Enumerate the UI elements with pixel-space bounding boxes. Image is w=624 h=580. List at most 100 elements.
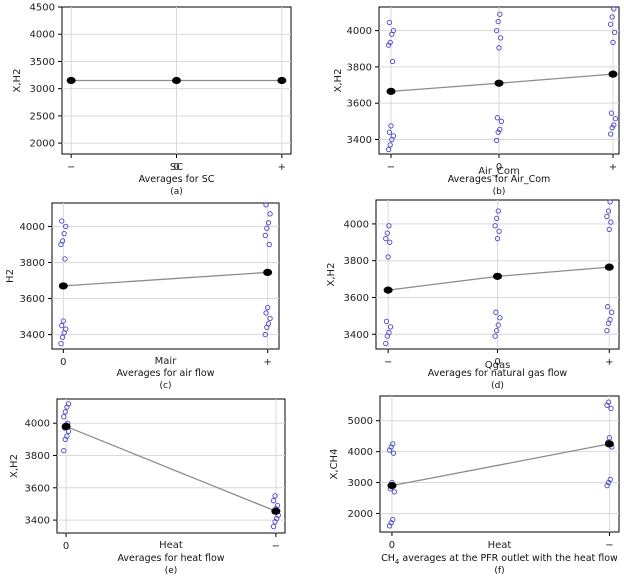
mean-point (383, 286, 393, 294)
mean-point (387, 482, 397, 490)
observation-point (265, 220, 272, 226)
plot-area (51, 202, 280, 350)
observation-point (494, 115, 501, 121)
observation-point (63, 326, 69, 332)
observation-point (607, 316, 613, 323)
mean-point (61, 422, 71, 431)
observation-point (610, 39, 616, 46)
observation-point (497, 126, 503, 133)
x-axis-title: Mair (155, 356, 178, 367)
x-tick-label: 0 (63, 541, 69, 552)
observation-point (494, 215, 500, 222)
x-tick-label: − (272, 541, 280, 552)
mean-point (386, 87, 396, 95)
y-tick-label: 3800 (344, 256, 369, 267)
caption-formula: CH (381, 553, 395, 564)
x-axis-title: Heat (159, 540, 183, 551)
mean-trend-line (65, 425, 277, 512)
observation-point (605, 304, 611, 310)
chart-caption: Averages for SC (139, 174, 215, 185)
observation-point (384, 230, 390, 236)
x-tick-label: + (278, 162, 286, 173)
observation-point (391, 489, 397, 495)
y-axis-title: X,H2 (326, 263, 337, 287)
observation-point (606, 435, 613, 441)
observation-point (61, 414, 67, 420)
observation-point (59, 334, 66, 340)
y-axis-title: X,H2 (333, 69, 344, 93)
panel-label: (c) (160, 381, 172, 391)
observation-point (63, 223, 69, 230)
y-tick-label: 4000 (348, 447, 373, 458)
observation-point (497, 11, 503, 17)
observation-point (612, 115, 619, 122)
x-tick-label: 0 (60, 357, 66, 368)
mean-point (604, 263, 614, 271)
observation-point (58, 340, 64, 347)
observation-point (388, 123, 394, 129)
observation-point (493, 309, 499, 315)
y-tick-label: 3800 (347, 62, 372, 73)
mean-point (493, 272, 502, 280)
x-tick-label: + (605, 357, 613, 368)
y-axis-title: H2 (5, 269, 16, 283)
y-axis-title: X,H2 (9, 454, 20, 478)
y-tick-label: 3600 (20, 294, 45, 305)
observation-point (607, 131, 614, 137)
chart-panel-a: 2000 2500 3000 3500 4000 4500 − 0 + X,H2 SCAverage… (12, 3, 292, 197)
observation-point (60, 318, 66, 324)
mean-point (172, 76, 181, 85)
observation-point (495, 208, 501, 214)
chart-caption: Averages for heat flow (117, 553, 224, 564)
x-tick-label: − (384, 357, 392, 368)
observation-point (267, 315, 273, 322)
observation-point (494, 327, 500, 334)
observation-point (609, 14, 615, 20)
x-tick-label: 0 (173, 162, 179, 173)
observation-point (608, 405, 614, 412)
mean-point (604, 440, 614, 448)
y-tick-label: 3400 (25, 516, 50, 527)
observation-point (385, 146, 392, 153)
y-tick-label: 2000 (348, 509, 373, 520)
observation-point (264, 304, 271, 311)
observation-point (263, 310, 269, 316)
observation-point (383, 340, 389, 347)
observation-point (604, 213, 610, 220)
y-tick-label: 3500 (30, 57, 55, 68)
x-tick-label: + (263, 357, 271, 368)
observation-point (607, 21, 614, 27)
observation-point (264, 225, 270, 231)
observation-point (604, 327, 610, 334)
observation-point (495, 18, 501, 25)
panel-label: (f) (494, 566, 504, 576)
y-tick-label: 3400 (344, 330, 369, 341)
mean-point (608, 70, 618, 78)
caption-subscript: 4 (395, 558, 400, 566)
panel-label: (e) (165, 566, 178, 576)
observation-point (611, 122, 617, 128)
observation-point (266, 241, 272, 248)
y-tick-label: 3000 (348, 478, 373, 489)
observation-point (61, 230, 67, 237)
observation-point (609, 125, 615, 131)
observation-point (64, 433, 70, 439)
y-tick-label: 4500 (30, 3, 55, 14)
mean-point (271, 507, 281, 515)
chart-caption: Averages for air flow (116, 368, 214, 379)
observation-point (383, 235, 389, 242)
mean-point (263, 268, 273, 276)
observation-point (495, 129, 501, 135)
x-tick-label: 0 (496, 162, 502, 173)
caption-text: averages at the PFR outlet with the heat… (399, 553, 618, 564)
observation-point (386, 329, 392, 336)
y-tick-label: 4000 (20, 222, 45, 233)
x-tick-label: 0 (389, 540, 395, 551)
observation-point (387, 39, 393, 46)
observation-point (498, 118, 505, 124)
observation-point (609, 309, 615, 315)
mean-trend-line (63, 271, 268, 287)
panel-label: (d) (491, 381, 504, 391)
